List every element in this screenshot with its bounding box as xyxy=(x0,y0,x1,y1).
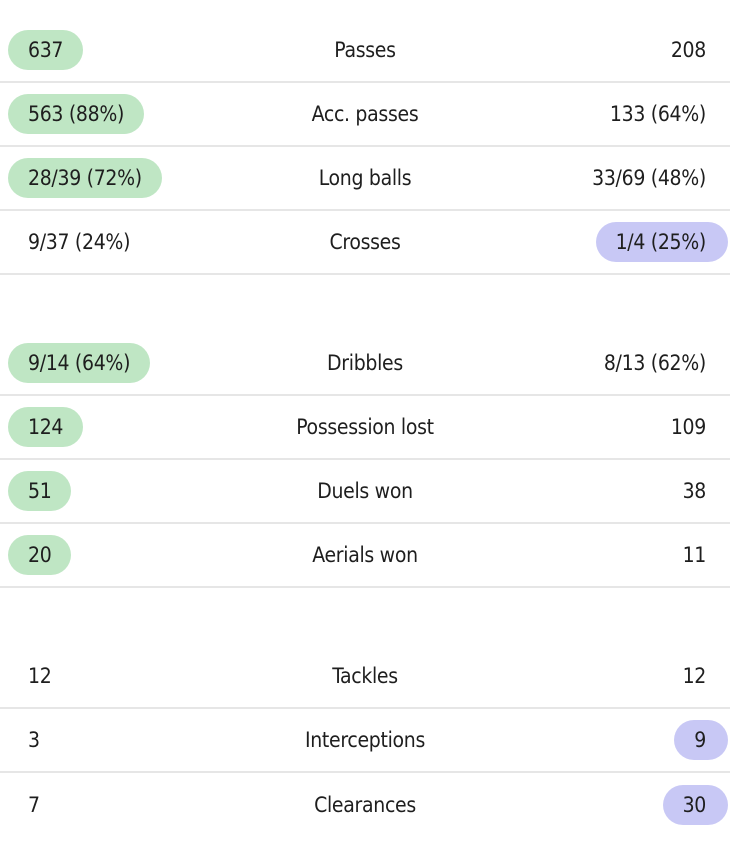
stats-group-defending: 12 Tackles 12 3 Interceptions 9 7 Cleara… xyxy=(0,645,730,837)
home-value: 3 xyxy=(28,728,40,752)
away-value: 8/13 (62%) xyxy=(603,351,706,375)
stat-label: Duels won xyxy=(317,479,413,503)
home-value: 9/37 (24%) xyxy=(28,230,131,254)
home-value: 20 xyxy=(8,535,72,575)
stat-label: Clearances xyxy=(314,793,416,817)
stat-label: Interceptions xyxy=(304,728,426,752)
home-value: 7 xyxy=(28,793,40,817)
stat-label: Passes xyxy=(334,38,396,62)
stats-group-duels: 9/14 (64%) Dribbles 8/13 (62%) 124 Posse… xyxy=(0,332,730,588)
home-value: 28/39 (72%) xyxy=(8,158,162,198)
stat-row-passes: 637 Passes 208 xyxy=(0,19,730,83)
away-value: 133 (64%) xyxy=(609,102,706,126)
home-value: 637 xyxy=(8,30,84,70)
stat-row-duels-won: 51 Duels won 38 xyxy=(0,460,730,524)
home-value: 12 xyxy=(28,664,52,688)
away-value: 12 xyxy=(682,664,707,688)
home-value: 124 xyxy=(8,407,84,447)
away-value: 109 xyxy=(670,415,706,439)
home-value: 51 xyxy=(8,471,72,511)
stat-row-tackles: 12 Tackles 12 xyxy=(0,645,730,709)
away-value: 9 xyxy=(674,720,728,760)
stat-label: Tackles xyxy=(332,664,398,688)
stat-label: Acc. passes xyxy=(311,102,419,126)
stat-row-possession-lost: 124 Possession lost 109 xyxy=(0,396,730,460)
stat-label: Long balls xyxy=(318,166,412,190)
home-value: 9/14 (64%) xyxy=(8,343,151,383)
stat-row-dribbles: 9/14 (64%) Dribbles 8/13 (62%) xyxy=(0,332,730,396)
away-value: 11 xyxy=(682,543,707,567)
away-value: 1/4 (25%) xyxy=(595,222,728,262)
stat-label: Possession lost xyxy=(296,415,434,439)
away-value: 30 xyxy=(662,785,728,825)
stat-label: Dribbles xyxy=(327,351,403,375)
stat-row-acc-passes: 563 (88%) Acc. passes 133 (64%) xyxy=(0,83,730,147)
stats-group-passing: 637 Passes 208 563 (88%) Acc. passes 133… xyxy=(0,19,730,275)
stat-row-long-balls: 28/39 (72%) Long balls 33/69 (48%) xyxy=(0,147,730,211)
stat-row-aerials-won: 20 Aerials won 11 xyxy=(0,524,730,588)
away-value: 33/69 (48%) xyxy=(592,166,706,190)
away-value: 38 xyxy=(682,479,707,503)
stat-row-interceptions: 3 Interceptions 9 xyxy=(0,709,730,773)
stat-label: Crosses xyxy=(329,230,401,254)
home-value: 563 (88%) xyxy=(8,94,145,134)
stat-row-clearances: 7 Clearances 30 xyxy=(0,773,730,837)
stat-row-crosses: 9/37 (24%) Crosses 1/4 (25%) xyxy=(0,211,730,275)
away-value: 208 xyxy=(670,38,706,62)
stat-label: Aerials won xyxy=(312,543,418,567)
